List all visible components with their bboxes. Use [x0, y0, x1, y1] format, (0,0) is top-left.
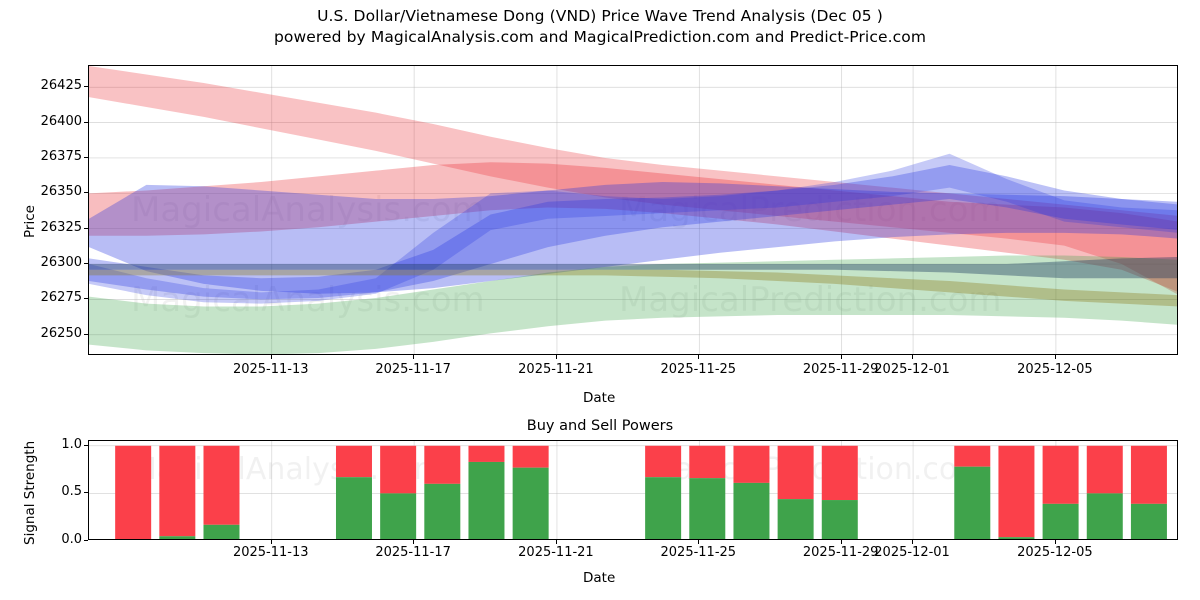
- signal-x-tick-mark: [413, 540, 415, 544]
- price-y-tick-mark: [84, 227, 88, 229]
- price-x-tick: 2025-11-17: [375, 362, 451, 377]
- price-y-tick: 26275: [40, 290, 82, 306]
- price-x-tick: 2025-12-01: [874, 362, 950, 377]
- signal-x-tick: 2025-11-13: [232, 545, 309, 560]
- price-y-tick: 26425: [40, 78, 82, 94]
- signal-y-tick-mark: [84, 540, 88, 541]
- price-y-tick-mark: [84, 298, 88, 300]
- signal-bar[interactable]: [512, 445, 549, 540]
- signal-bar[interactable]: [203, 445, 240, 540]
- signal-x-tick: 2025-11-29: [802, 545, 879, 560]
- svg-text:MagicalPrediction.com: MagicalPrediction.com: [619, 190, 1002, 230]
- price-y-tick-mark: [84, 263, 88, 264]
- signal-x-tick: 2025-11-17: [375, 545, 451, 560]
- buy-sell-powers-title: Buy and Sell Powers: [526, 418, 674, 434]
- price-wave-trend-plot[interactable]: MagicalAnalysis.com MagicalPrediction.com…: [88, 65, 1178, 355]
- price-y-tick: 26300: [40, 255, 82, 271]
- price-x-tick-mark: [1054, 355, 1056, 359]
- signal-x-tick-mark: [840, 540, 842, 544]
- signal-bar[interactable]: [821, 445, 858, 540]
- signal-bar[interactable]: [1042, 445, 1079, 540]
- price-x-axis-label: Date: [583, 390, 616, 406]
- price-x-tick-mark: [698, 355, 700, 359]
- signal-x-axis-label: Date: [583, 570, 616, 586]
- signal-bar[interactable]: [1130, 445, 1167, 540]
- price-x-tick: 2025-11-21: [518, 362, 594, 377]
- chart-title-line-2: powered by MagicalAnalysis.com and Magic…: [273, 28, 927, 46]
- buy-and-sell-powers-plot[interactable]: MagicalAnalysis.com MagicalPrediction.com: [88, 440, 1178, 540]
- signal-x-tick-mark: [270, 540, 272, 544]
- signal-x-tick: 2025-11-21: [518, 545, 594, 560]
- signal-bar[interactable]: [115, 445, 152, 540]
- price-y-tick-mark: [84, 333, 88, 335]
- signal-x-tick-mark: [1054, 540, 1056, 544]
- signal-bar[interactable]: [777, 445, 814, 540]
- signal-bar[interactable]: [380, 445, 417, 540]
- price-y-tick: 26250: [40, 325, 82, 341]
- signal-bar[interactable]: [954, 445, 991, 540]
- signal-y-axis-label: Signal Strength: [22, 440, 38, 545]
- signal-x-tick-mark: [555, 540, 557, 544]
- svg-text:MagicalAnalysis.com: MagicalAnalysis.com: [131, 280, 485, 320]
- svg-text:MagicalAnalysis.com: MagicalAnalysis.com: [131, 190, 485, 230]
- price-x-tick: 2025-11-13: [232, 362, 309, 377]
- svg-text:MagicalPrediction.com: MagicalPrediction.com: [619, 280, 1002, 320]
- price-y-tick: 26375: [40, 148, 82, 164]
- signal-y-tick: 0.0: [61, 532, 82, 547]
- price-x-tick: 2025-11-29: [802, 362, 879, 377]
- signal-x-tick-mark: [912, 540, 914, 544]
- chart-title-block: U.S. Dollar/Vietnamese Dong (VND) Price …: [0, 6, 1200, 48]
- signal-bar[interactable]: [689, 445, 726, 540]
- price-x-tick-mark: [270, 355, 272, 359]
- price-y-tick: 26350: [40, 184, 82, 200]
- signal-bar[interactable]: [733, 445, 770, 540]
- price-y-tick-mark: [84, 157, 88, 158]
- signal-x-tick: 2025-11-25: [660, 545, 737, 560]
- price-y-tick-mark: [84, 192, 88, 194]
- signal-bar[interactable]: [424, 445, 461, 540]
- signal-x-tick-mark: [698, 540, 700, 544]
- price-y-tick-mark: [84, 121, 88, 123]
- signal-bar[interactable]: [468, 445, 505, 540]
- signal-y-tick-mark: [84, 492, 88, 494]
- signal-y-tick: 1.0: [61, 436, 82, 452]
- signal-y-tick: 0.5: [61, 484, 82, 500]
- signal-bar[interactable]: [159, 445, 196, 540]
- price-y-axis-label: Price: [22, 205, 38, 238]
- price-y-tick-mark: [84, 86, 88, 88]
- signal-bar[interactable]: [1086, 445, 1123, 540]
- price-wave-svg: MagicalAnalysis.com MagicalPrediction.com…: [89, 66, 1177, 354]
- signal-bar[interactable]: [998, 445, 1035, 540]
- signal-bar[interactable]: [335, 445, 372, 540]
- price-y-tick: 26325: [40, 219, 82, 235]
- chart-title-line-1: U.S. Dollar/Vietnamese Dong (VND) Price …: [317, 7, 883, 25]
- signal-x-tick: 2025-12-05: [1017, 545, 1093, 560]
- signal-bar[interactable]: [645, 445, 682, 540]
- signal-x-tick: 2025-12-01: [874, 545, 950, 560]
- buy-sell-bars-svg: MagicalAnalysis.com MagicalPrediction.com: [89, 441, 1177, 540]
- price-y-tick: 26400: [40, 113, 82, 129]
- signal-y-tick-mark: [84, 444, 88, 446]
- price-x-tick-mark: [555, 355, 557, 359]
- price-x-tick: 2025-12-05: [1017, 362, 1093, 377]
- price-x-tick-mark: [912, 355, 914, 359]
- price-x-tick-mark: [413, 355, 415, 359]
- price-x-tick: 2025-11-25: [660, 362, 737, 377]
- price-x-tick-mark: [840, 355, 842, 359]
